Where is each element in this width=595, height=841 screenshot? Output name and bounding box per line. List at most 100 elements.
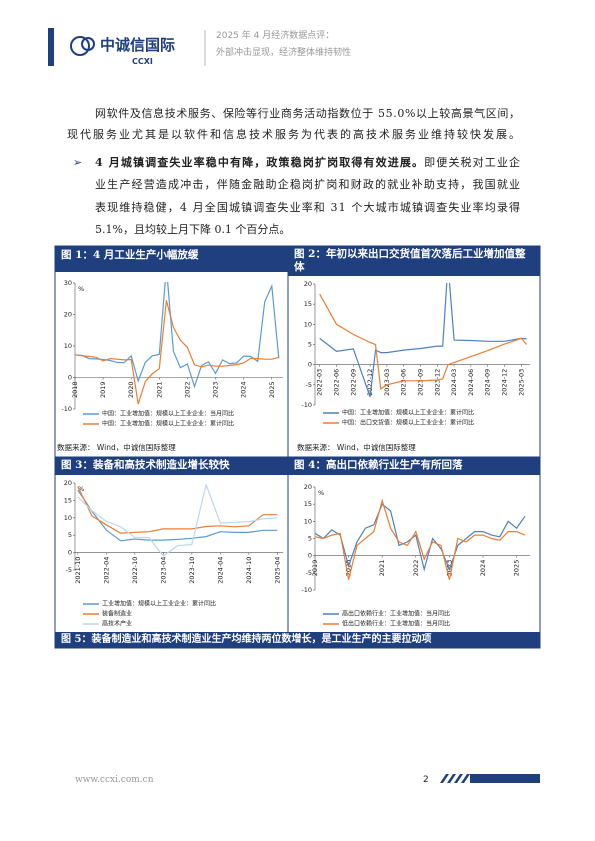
source-note: 数据来源： Wind，中诚信国际整理 xyxy=(297,442,416,452)
series-line xyxy=(319,293,528,390)
series-line xyxy=(77,486,278,534)
legend-label: 中国：工业增加值：规模以上工业企业：累计同比 xyxy=(102,420,234,428)
y-tick-label: 20 xyxy=(64,479,72,487)
x-tick-label: 2023-06 xyxy=(400,369,408,396)
series-line xyxy=(75,300,279,405)
x-tick-label: 2020 xyxy=(127,382,135,399)
legend-label: 低出口依赖行业：工业增加值：当月同比 xyxy=(342,620,450,628)
y-tick-label: 5 xyxy=(308,341,312,349)
x-tick-label: 2018 xyxy=(71,382,79,399)
report-subtitle: 外部冲击显现，经济整体维持韧性 xyxy=(216,46,351,58)
y-tick-label: 10 xyxy=(304,517,312,525)
x-tick-label: 2019 xyxy=(99,382,107,399)
figure-title: 图 4：高出口依赖行业生产有所回落 xyxy=(288,457,540,475)
legend-label: 中国：工业增加值：规模以上工业企业：累计同比 xyxy=(342,409,474,417)
x-tick-label: 2023-12 xyxy=(433,369,441,396)
x-tick-label: 2022-09 xyxy=(349,369,357,396)
x-tick-label: 2025-03 xyxy=(517,369,525,396)
x-tick-label: 2023-03 xyxy=(383,369,391,396)
y-tick-label: -5 xyxy=(66,566,72,574)
figure-title: 图 1：4 月工业生产小幅放缓 xyxy=(55,246,288,272)
x-tick-label: 2022 xyxy=(412,560,420,577)
bullet-line: 4 月城镇调查失业率稳中有降，政策稳岗扩岗取得有效进展。即便关税对工业企 xyxy=(95,155,520,169)
header-bar xyxy=(48,28,54,66)
y-tick-label: 15 xyxy=(304,500,312,508)
y-tick-label: 15 xyxy=(304,300,312,308)
bullet-line: 业生产经营造成冲击，伴随金融助企稳岗扩岗和财政的就业补助支持，我国就业 xyxy=(95,177,520,191)
legend-label: 工业增加值：规模以上工业企业：累计同比 xyxy=(102,600,216,608)
y-tick-label: 10 xyxy=(64,342,72,350)
x-tick-label: 2025 xyxy=(268,382,276,399)
figure-title: 图 2：年初以来出口交货值首次落后工业增加值整体 xyxy=(288,246,540,276)
x-tick-label: 2024-03 xyxy=(450,369,458,396)
y-tick-label: -5 xyxy=(306,381,312,389)
x-tick-label: 2023 xyxy=(212,382,220,399)
paragraph-line: 现代服务业尤其是以软件和信息技术服务为代表的高技术服务业维持较快发展。 xyxy=(67,127,520,141)
figure-caption: 图 5：装备制造业和高技术制造业生产均维持两位数增长，是工业生产的主要拉动项 xyxy=(55,632,540,648)
legend-label: 高出口依赖行业：工业增加值：当月同比 xyxy=(342,610,450,618)
footer-stripes xyxy=(440,774,540,783)
y-tick-label: 0 xyxy=(308,552,312,560)
y-tick-label: 5 xyxy=(308,535,312,543)
series-line xyxy=(77,482,278,557)
x-tick-label: 2022-10 xyxy=(131,557,139,584)
page-number: 2 xyxy=(423,775,429,785)
y-tick-label: 10 xyxy=(64,514,72,522)
y-tick-label: 0 xyxy=(68,549,72,557)
x-tick-label: 2024-12 xyxy=(500,369,508,396)
legend-label: 中国：工业增加值：规模以上工业企业：当月同比 xyxy=(102,410,234,418)
source-note: 数据来源： Wind，中诚信国际整理 xyxy=(57,442,176,452)
x-tick-label: 2019 xyxy=(311,560,319,577)
bullet-text: 即便关税对工业企 xyxy=(424,155,520,169)
paragraph-line: 网软件及信息技术服务、保险等行业商务活动指数位于 55.0%以上较高景气区间， xyxy=(95,106,520,120)
unit-label: % xyxy=(78,485,84,493)
x-tick-label: 2025 xyxy=(513,560,521,577)
y-tick-label: 5 xyxy=(68,531,72,539)
y-tick-label: 30 xyxy=(64,279,72,287)
x-tick-label: 2024-10 xyxy=(245,557,253,584)
x-tick-label: 2020 xyxy=(345,560,353,577)
logo-cn: 中诚信国际 xyxy=(100,36,175,54)
y-tick-label: 20 xyxy=(304,280,312,288)
y-tick-label: 10 xyxy=(304,320,312,328)
x-tick-label: 2022-04 xyxy=(102,557,110,584)
series-line xyxy=(315,498,526,580)
bullet-bold: 4 月城镇调查失业率稳中有降，政策稳岗扩岗取得有效进展。 xyxy=(95,155,423,169)
x-tick-label: 2023-10 xyxy=(188,557,196,584)
y-tick-label: -10 xyxy=(301,586,312,594)
footer-url: www.ccxi.com.cn xyxy=(75,775,154,785)
legend-label: 中国：出口交货值：规模以上工业企业：累计同比 xyxy=(342,419,474,427)
series-line xyxy=(75,282,280,389)
x-tick-label: 2024-06 xyxy=(467,369,475,396)
x-tick-label: 2025-04 xyxy=(273,557,281,584)
x-tick-label: 2024 xyxy=(240,382,248,399)
bullet-line: 表现维持稳健，4 月全国城镇调查失业率和 31 个大城市城镇调查失业率均录得 xyxy=(95,200,520,214)
legend-label: 装备制造业 xyxy=(102,610,132,618)
x-tick-label: 2022 xyxy=(183,382,191,399)
y-tick-label: 0 xyxy=(308,361,312,369)
series-line xyxy=(77,489,278,542)
bullet-marker: ➢ xyxy=(73,156,82,169)
y-tick-label: -5 xyxy=(306,569,312,577)
x-tick-label: 2021-10 xyxy=(74,557,82,584)
y-tick-label: 20 xyxy=(64,311,72,319)
x-tick-label: 2024 xyxy=(479,560,487,577)
y-tick-label: 0 xyxy=(68,374,72,382)
series-line xyxy=(315,503,526,572)
logo-en: CCXI xyxy=(132,57,153,66)
x-tick-label: 2021 xyxy=(378,560,386,577)
x-tick-label: 2023-04 xyxy=(159,557,167,584)
x-tick-label: 2023-09 xyxy=(416,369,424,396)
figure-title: 图 3：装备和高技术制造业增长较快 xyxy=(55,457,288,475)
x-tick-label: 2024-09 xyxy=(484,369,492,396)
logo-icon xyxy=(70,36,95,56)
x-tick-label: 2022-03 xyxy=(316,369,324,396)
y-tick-label: 20 xyxy=(304,483,312,491)
series-line xyxy=(319,283,527,398)
unit-label: % xyxy=(78,285,84,293)
x-tick-label: 2022-12 xyxy=(366,369,374,396)
y-tick-label: -10 xyxy=(61,405,72,413)
unit-label: % xyxy=(318,489,324,497)
